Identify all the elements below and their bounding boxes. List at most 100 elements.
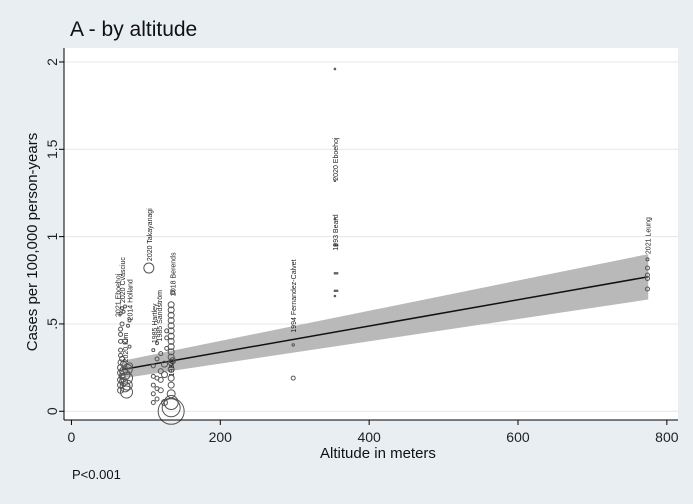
data-point-22 [119, 369, 131, 381]
y-tick-label-3: 1.5 [44, 139, 60, 159]
data-point-29 [127, 318, 132, 323]
data-point-69 [167, 316, 175, 324]
data-point-68 [167, 322, 175, 330]
data-point-25 [120, 371, 134, 385]
point-label-9: 1994 Fernandez-Calvet [291, 259, 298, 332]
data-point-31 [125, 362, 133, 370]
data-point-16 [121, 309, 126, 314]
regression-line [123, 276, 649, 371]
point-label-10: 2020 Eboehoj [333, 137, 340, 181]
data-point-83 [333, 294, 337, 298]
data-point-46 [157, 368, 164, 375]
point-label-8: 1984 [169, 361, 176, 377]
data-point-66 [167, 332, 175, 340]
data-point-34 [150, 391, 156, 397]
data-point-53 [164, 328, 170, 334]
data-point-12 [120, 306, 125, 311]
data-point-80 [333, 244, 337, 247]
data-point-90 [644, 276, 650, 282]
data-point-65 [167, 337, 175, 345]
data-point-47 [158, 351, 164, 357]
data-point-21 [122, 338, 129, 345]
y-tick-label-1: .5 [44, 318, 60, 330]
data-point-87 [645, 257, 650, 262]
confidence-band [123, 254, 649, 379]
data-point-5 [118, 352, 124, 358]
data-point-85 [335, 271, 339, 275]
data-point-70 [167, 311, 175, 319]
data-point-76 [290, 375, 296, 381]
x-tick-label-0: 0 [68, 429, 76, 445]
data-point-71 [167, 306, 175, 314]
data-point-20 [123, 304, 128, 309]
data-point-24 [120, 385, 134, 399]
data-point-60 [167, 365, 175, 373]
data-point-79 [333, 217, 337, 221]
point-label-4: 2020 Takayanagi [147, 208, 154, 261]
x-axis-title: Altitude in meters [320, 445, 436, 462]
point-label-2: 2014 Holland [127, 279, 134, 320]
data-point-39 [154, 396, 160, 402]
data-point-67 [167, 327, 175, 335]
data-point-64 [167, 343, 175, 351]
data-point-4 [118, 347, 124, 353]
y-tick-label-2: 1 [44, 233, 60, 241]
data-point-62 [167, 353, 175, 361]
data-point-61 [167, 358, 175, 366]
data-point-82 [333, 289, 337, 293]
x-tick-label-2: 400 [357, 429, 381, 445]
data-point-37 [150, 363, 156, 369]
data-point-2 [118, 331, 124, 337]
data-point-44 [157, 387, 164, 394]
x-tick-label-3: 600 [506, 429, 530, 445]
point-label-3: 2020 Kim [123, 333, 130, 363]
data-point-18 [119, 366, 129, 376]
data-point-72 [167, 301, 175, 309]
p-value-note: P<0.001 [72, 467, 121, 482]
x-tick-label-4: 800 [655, 429, 679, 445]
point-label-12: 2021 Leung [645, 217, 652, 254]
data-point-50 [160, 360, 168, 368]
y-tick-label-0: 0 [44, 407, 60, 415]
x-tick-label-1: 200 [209, 429, 233, 445]
data-point-58 [167, 381, 175, 389]
chart-title: A - by altitude [70, 18, 198, 41]
data-point-78 [333, 179, 337, 183]
data-point-63 [167, 348, 175, 356]
data-point-43 [155, 341, 160, 346]
data-point-32 [143, 262, 155, 274]
data-point-28 [126, 323, 131, 328]
point-label-7: 2018 Berends [171, 252, 178, 296]
data-point-77 [333, 67, 337, 71]
data-point-15 [118, 372, 126, 380]
point-label-1: 2020 Cvasciuc [120, 257, 127, 303]
data-point-59 [167, 374, 175, 382]
data-point-91 [644, 286, 650, 292]
point-label-6: 1985 Sandström [157, 290, 164, 342]
data-point-86 [335, 289, 339, 293]
data-point-0 [118, 311, 123, 316]
data-point-35 [150, 382, 156, 388]
data-point-81 [333, 271, 337, 275]
data-point-30 [127, 344, 132, 349]
data-point-45 [157, 376, 164, 383]
data-point-38 [151, 348, 156, 353]
data-point-73 [170, 290, 176, 296]
data-point-84 [335, 244, 339, 247]
data-point-13 [119, 321, 125, 327]
data-point-89 [644, 272, 650, 278]
point-label-5: 1985 Hartley [152, 303, 159, 343]
data-point-1 [118, 326, 124, 332]
data-point-74 [169, 357, 177, 365]
point-label-11: 1993 Beard [333, 214, 340, 250]
y-axis-title: Cases per 100,000 person-years [24, 133, 41, 351]
data-point-19 [119, 377, 129, 387]
data-point-33 [150, 400, 156, 406]
point-label-0: 2021 Eboehoj [116, 273, 123, 317]
data-point-26 [121, 379, 133, 391]
data-point-42 [154, 356, 160, 362]
data-point-88 [644, 265, 650, 271]
data-point-56 [163, 395, 179, 411]
